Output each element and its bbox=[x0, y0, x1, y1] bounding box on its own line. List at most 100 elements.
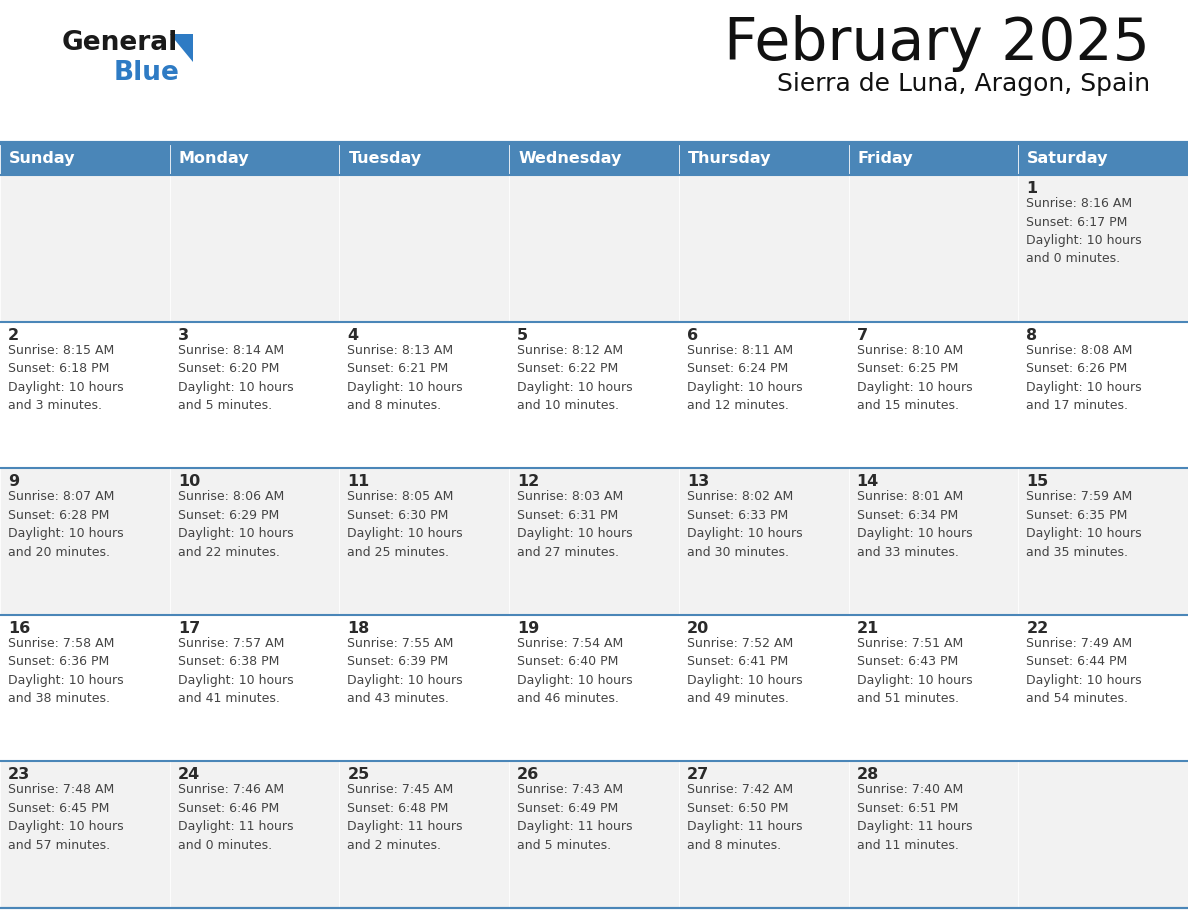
Text: General: General bbox=[62, 30, 178, 56]
Text: 13: 13 bbox=[687, 475, 709, 489]
Text: Sunrise: 8:08 AM
Sunset: 6:26 PM
Daylight: 10 hours
and 17 minutes.: Sunrise: 8:08 AM Sunset: 6:26 PM Dayligh… bbox=[1026, 343, 1142, 412]
Polygon shape bbox=[170, 34, 192, 62]
Text: 16: 16 bbox=[8, 621, 30, 636]
Text: Sunrise: 8:03 AM
Sunset: 6:31 PM
Daylight: 10 hours
and 27 minutes.: Sunrise: 8:03 AM Sunset: 6:31 PM Dayligh… bbox=[517, 490, 633, 559]
Bar bbox=[340, 761, 510, 908]
Text: 25: 25 bbox=[347, 767, 369, 782]
Bar bbox=[678, 761, 848, 908]
Text: Sunrise: 7:43 AM
Sunset: 6:49 PM
Daylight: 11 hours
and 5 minutes.: Sunrise: 7:43 AM Sunset: 6:49 PM Dayligh… bbox=[517, 783, 633, 852]
Bar bbox=[340, 321, 510, 468]
Text: Sunrise: 8:07 AM
Sunset: 6:28 PM
Daylight: 10 hours
and 20 minutes.: Sunrise: 8:07 AM Sunset: 6:28 PM Dayligh… bbox=[8, 490, 124, 559]
Text: 10: 10 bbox=[178, 475, 200, 489]
Bar bbox=[170, 143, 340, 175]
Text: Sunrise: 7:42 AM
Sunset: 6:50 PM
Daylight: 11 hours
and 8 minutes.: Sunrise: 7:42 AM Sunset: 6:50 PM Dayligh… bbox=[687, 783, 802, 852]
Bar bbox=[678, 321, 848, 468]
Bar bbox=[678, 175, 848, 321]
Text: Friday: Friday bbox=[858, 151, 914, 166]
Bar bbox=[0, 143, 170, 175]
Bar bbox=[0, 761, 170, 908]
Text: Monday: Monday bbox=[178, 151, 249, 166]
Bar bbox=[848, 468, 1018, 615]
Text: Sunrise: 7:58 AM
Sunset: 6:36 PM
Daylight: 10 hours
and 38 minutes.: Sunrise: 7:58 AM Sunset: 6:36 PM Dayligh… bbox=[8, 637, 124, 705]
Bar bbox=[510, 615, 678, 761]
Bar bbox=[678, 468, 848, 615]
Text: 15: 15 bbox=[1026, 475, 1049, 489]
Text: Sunrise: 8:15 AM
Sunset: 6:18 PM
Daylight: 10 hours
and 3 minutes.: Sunrise: 8:15 AM Sunset: 6:18 PM Dayligh… bbox=[8, 343, 124, 412]
Text: Sunrise: 8:06 AM
Sunset: 6:29 PM
Daylight: 10 hours
and 22 minutes.: Sunrise: 8:06 AM Sunset: 6:29 PM Dayligh… bbox=[178, 490, 293, 559]
Text: 14: 14 bbox=[857, 475, 879, 489]
Text: Sunrise: 8:16 AM
Sunset: 6:17 PM
Daylight: 10 hours
and 0 minutes.: Sunrise: 8:16 AM Sunset: 6:17 PM Dayligh… bbox=[1026, 197, 1142, 265]
Bar bbox=[0, 321, 170, 468]
Text: Blue: Blue bbox=[114, 60, 179, 86]
Text: 9: 9 bbox=[8, 475, 19, 489]
Text: Sunrise: 7:54 AM
Sunset: 6:40 PM
Daylight: 10 hours
and 46 minutes.: Sunrise: 7:54 AM Sunset: 6:40 PM Dayligh… bbox=[517, 637, 633, 705]
Text: Sunrise: 7:40 AM
Sunset: 6:51 PM
Daylight: 11 hours
and 11 minutes.: Sunrise: 7:40 AM Sunset: 6:51 PM Dayligh… bbox=[857, 783, 972, 852]
Text: Sunrise: 8:05 AM
Sunset: 6:30 PM
Daylight: 10 hours
and 25 minutes.: Sunrise: 8:05 AM Sunset: 6:30 PM Dayligh… bbox=[347, 490, 463, 559]
Text: Sunrise: 8:11 AM
Sunset: 6:24 PM
Daylight: 10 hours
and 12 minutes.: Sunrise: 8:11 AM Sunset: 6:24 PM Dayligh… bbox=[687, 343, 802, 412]
Bar bbox=[848, 321, 1018, 468]
Text: 11: 11 bbox=[347, 475, 369, 489]
Text: 17: 17 bbox=[178, 621, 200, 636]
Text: 2: 2 bbox=[8, 328, 19, 342]
Text: Sunrise: 7:57 AM
Sunset: 6:38 PM
Daylight: 10 hours
and 41 minutes.: Sunrise: 7:57 AM Sunset: 6:38 PM Dayligh… bbox=[178, 637, 293, 705]
Bar bbox=[510, 468, 678, 615]
Bar bbox=[1018, 143, 1188, 175]
Bar bbox=[510, 143, 678, 175]
Text: 18: 18 bbox=[347, 621, 369, 636]
Bar bbox=[678, 615, 848, 761]
Text: Sunrise: 8:12 AM
Sunset: 6:22 PM
Daylight: 10 hours
and 10 minutes.: Sunrise: 8:12 AM Sunset: 6:22 PM Dayligh… bbox=[517, 343, 633, 412]
Bar bbox=[848, 175, 1018, 321]
Text: 23: 23 bbox=[8, 767, 30, 782]
Text: 5: 5 bbox=[517, 328, 529, 342]
Bar bbox=[678, 143, 848, 175]
Bar bbox=[0, 468, 170, 615]
Bar bbox=[170, 175, 340, 321]
Text: 12: 12 bbox=[517, 475, 539, 489]
Text: 8: 8 bbox=[1026, 328, 1037, 342]
Text: 24: 24 bbox=[178, 767, 200, 782]
Bar bbox=[170, 468, 340, 615]
Text: 21: 21 bbox=[857, 621, 879, 636]
Text: Sunrise: 7:51 AM
Sunset: 6:43 PM
Daylight: 10 hours
and 51 minutes.: Sunrise: 7:51 AM Sunset: 6:43 PM Dayligh… bbox=[857, 637, 972, 705]
Bar bbox=[848, 615, 1018, 761]
Text: 3: 3 bbox=[178, 328, 189, 342]
Text: Sierra de Luna, Aragon, Spain: Sierra de Luna, Aragon, Spain bbox=[777, 72, 1150, 96]
Text: 19: 19 bbox=[517, 621, 539, 636]
Text: 22: 22 bbox=[1026, 621, 1049, 636]
Text: Sunrise: 7:49 AM
Sunset: 6:44 PM
Daylight: 10 hours
and 54 minutes.: Sunrise: 7:49 AM Sunset: 6:44 PM Dayligh… bbox=[1026, 637, 1142, 705]
Text: Sunrise: 8:02 AM
Sunset: 6:33 PM
Daylight: 10 hours
and 30 minutes.: Sunrise: 8:02 AM Sunset: 6:33 PM Dayligh… bbox=[687, 490, 802, 559]
Bar bbox=[1018, 321, 1188, 468]
Bar bbox=[340, 143, 510, 175]
Text: Sunrise: 8:10 AM
Sunset: 6:25 PM
Daylight: 10 hours
and 15 minutes.: Sunrise: 8:10 AM Sunset: 6:25 PM Dayligh… bbox=[857, 343, 972, 412]
Bar bbox=[340, 615, 510, 761]
Bar bbox=[1018, 468, 1188, 615]
Bar bbox=[0, 175, 170, 321]
Bar bbox=[510, 175, 678, 321]
Bar bbox=[170, 761, 340, 908]
Bar bbox=[510, 321, 678, 468]
Text: Wednesday: Wednesday bbox=[518, 151, 621, 166]
Text: Sunrise: 7:55 AM
Sunset: 6:39 PM
Daylight: 10 hours
and 43 minutes.: Sunrise: 7:55 AM Sunset: 6:39 PM Dayligh… bbox=[347, 637, 463, 705]
Bar bbox=[510, 761, 678, 908]
Text: February 2025: February 2025 bbox=[725, 15, 1150, 72]
Text: 26: 26 bbox=[517, 767, 539, 782]
Text: Sunrise: 7:59 AM
Sunset: 6:35 PM
Daylight: 10 hours
and 35 minutes.: Sunrise: 7:59 AM Sunset: 6:35 PM Dayligh… bbox=[1026, 490, 1142, 559]
Text: Sunrise: 8:14 AM
Sunset: 6:20 PM
Daylight: 10 hours
and 5 minutes.: Sunrise: 8:14 AM Sunset: 6:20 PM Dayligh… bbox=[178, 343, 293, 412]
Text: 28: 28 bbox=[857, 767, 879, 782]
Bar bbox=[1018, 175, 1188, 321]
Text: 27: 27 bbox=[687, 767, 709, 782]
Text: Sunrise: 7:48 AM
Sunset: 6:45 PM
Daylight: 10 hours
and 57 minutes.: Sunrise: 7:48 AM Sunset: 6:45 PM Dayligh… bbox=[8, 783, 124, 852]
Bar bbox=[1018, 615, 1188, 761]
Text: Saturday: Saturday bbox=[1028, 151, 1108, 166]
Text: 6: 6 bbox=[687, 328, 699, 342]
Text: Sunday: Sunday bbox=[10, 151, 76, 166]
Text: Sunrise: 7:46 AM
Sunset: 6:46 PM
Daylight: 11 hours
and 0 minutes.: Sunrise: 7:46 AM Sunset: 6:46 PM Dayligh… bbox=[178, 783, 293, 852]
Bar bbox=[340, 468, 510, 615]
Bar bbox=[848, 761, 1018, 908]
Bar bbox=[1018, 761, 1188, 908]
Text: Sunrise: 8:01 AM
Sunset: 6:34 PM
Daylight: 10 hours
and 33 minutes.: Sunrise: 8:01 AM Sunset: 6:34 PM Dayligh… bbox=[857, 490, 972, 559]
Text: 7: 7 bbox=[857, 328, 867, 342]
Text: 1: 1 bbox=[1026, 181, 1037, 196]
Bar bbox=[848, 143, 1018, 175]
Text: Thursday: Thursday bbox=[688, 151, 771, 166]
